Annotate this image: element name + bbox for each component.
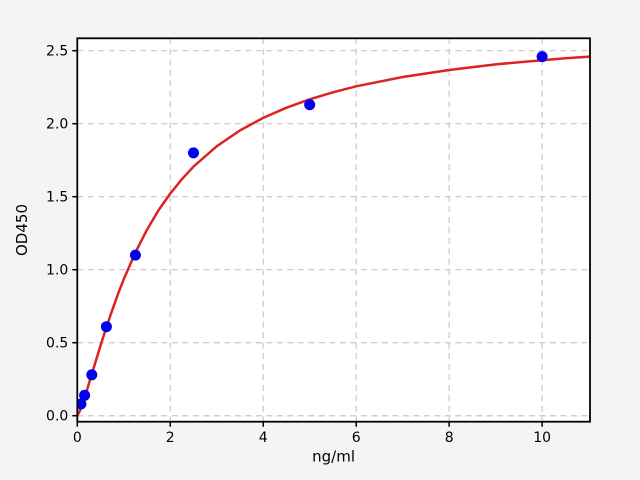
data-point xyxy=(86,369,98,381)
y-tick-label: 1.0 xyxy=(46,263,68,279)
data-point xyxy=(188,147,199,159)
x-tick-label: 10 xyxy=(533,430,551,446)
x-tick-label: 8 xyxy=(445,430,454,446)
x-axis-label: ng/ml xyxy=(312,448,355,466)
x-tick-label: 2 xyxy=(166,430,175,446)
plot-area xyxy=(77,38,591,422)
y-tick-label: 2.5 xyxy=(46,44,68,60)
x-axis-ticks: 0 2 4 6 8 10 xyxy=(73,421,551,446)
data-point xyxy=(536,51,548,63)
gridlines xyxy=(76,38,590,422)
x-tick-label: 0 xyxy=(73,430,82,446)
y-tick-label: 2.0 xyxy=(46,117,68,133)
y-tick-label: 0.0 xyxy=(46,409,68,425)
x-tick-label: 6 xyxy=(352,430,361,446)
y-tick-label: 0.5 xyxy=(46,336,68,352)
fitted-curve xyxy=(77,55,591,417)
x-tick-label: 4 xyxy=(259,430,268,446)
y-axis-ticks: 0.0 0.5 1.0 1.5 2.0 2.5 xyxy=(46,44,78,425)
data-points-layer xyxy=(77,51,548,410)
data-point xyxy=(100,321,112,333)
y-tick-label: 1.5 xyxy=(46,190,68,206)
y-axis-label: OD450 xyxy=(13,204,31,256)
fit-curve-layer xyxy=(77,55,591,417)
data-point xyxy=(77,398,87,410)
axes-border xyxy=(76,37,591,423)
data-point xyxy=(129,249,141,261)
data-point xyxy=(79,389,91,401)
data-point xyxy=(304,99,316,111)
